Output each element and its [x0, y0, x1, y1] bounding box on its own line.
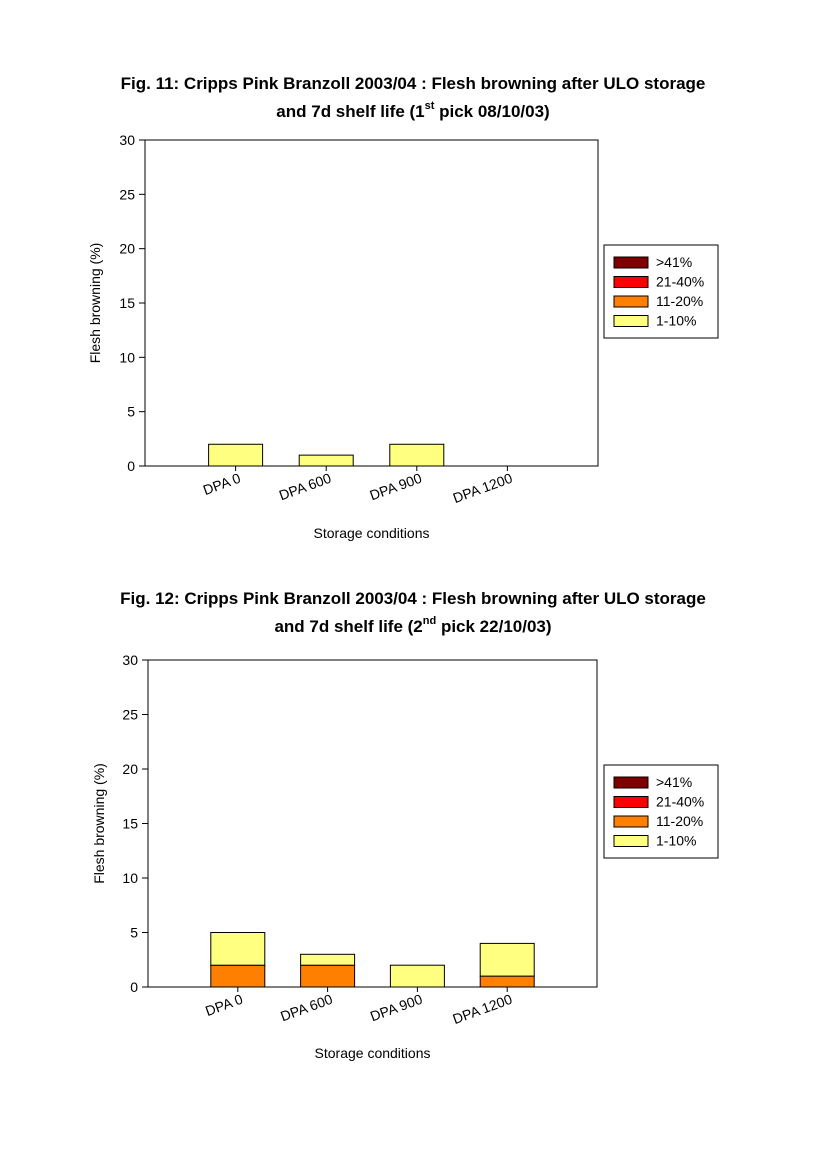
bar-segment: [389, 964, 445, 988]
y-tick-label: 10: [119, 349, 135, 365]
y-tick-label: 25: [119, 186, 135, 202]
legend-swatch: [613, 796, 649, 808]
legend-swatch: [613, 315, 649, 327]
y-tick-label: 5: [127, 404, 135, 420]
y-tick-label: 0: [127, 458, 135, 474]
y-tick-label: 30: [122, 652, 138, 668]
legend-label: >41%: [656, 254, 692, 270]
legend-swatch: [613, 276, 649, 288]
bar-segment: [210, 932, 266, 966]
plot-frame: [144, 139, 599, 467]
legend-label: 11-20%: [656, 293, 703, 309]
legend-label: 11-20%: [656, 813, 703, 829]
legend-label: 1-10%: [656, 313, 696, 329]
y-tick-label: 20: [122, 761, 138, 777]
x-tick-label: DPA 900: [368, 991, 425, 1025]
legend-label: 21-40%: [656, 274, 704, 290]
y-axis-label: Flesh browning (%): [87, 243, 103, 364]
bar-segment: [479, 942, 535, 977]
x-axis-label: Storage conditions: [314, 525, 430, 541]
x-tick-label: DPA 600: [277, 470, 334, 504]
y-tick-label: 25: [122, 707, 138, 723]
x-tick-label: DPA 900: [367, 470, 424, 504]
legend-swatch: [613, 835, 649, 847]
figure-11-chart: 0 5 10 15 20 25 30 Flesh browning (%) DPA 0 DPA 6…: [87, 132, 719, 541]
bar-segment: [389, 443, 445, 467]
x-axis-label: Storage conditions: [315, 1045, 431, 1061]
legend-swatch: [613, 815, 649, 828]
y-tick-label: 5: [130, 925, 138, 941]
legend-label: 1-10%: [656, 833, 696, 849]
y-axis-label: Flesh browning (%): [91, 763, 107, 884]
y-tick-label: 15: [119, 295, 135, 311]
legend-label: >41%: [656, 774, 692, 790]
bar-segment: [208, 443, 264, 467]
figure-12-title-line1: Fig. 12: Cripps Pink Branzoll 2003/04 : …: [120, 589, 706, 608]
legend-swatch: [613, 295, 649, 308]
figure-12-title-line2: and 7d shelf life (2nd pick 22/10/03): [274, 615, 552, 637]
y-tick-label: 0: [130, 979, 138, 995]
x-tick-label: DPA 1200: [451, 470, 515, 506]
bar-segment: [298, 454, 354, 467]
y-tick-label: 20: [119, 241, 135, 257]
legend-swatch: [613, 776, 649, 789]
bar-segment: [210, 964, 266, 988]
figure-11-title-line1: Fig. 11: Cripps Pink Branzoll 2003/04 : …: [120, 74, 706, 93]
figure-11-title-line2: and 7d shelf life (1st pick 08/10/03): [276, 100, 550, 122]
x-tick-label: DPA 600: [278, 991, 335, 1025]
bar-segment: [300, 953, 356, 966]
y-tick-label: 30: [119, 132, 135, 148]
figure-12-chart: 0 5 10 15 20 25 30 Flesh browning (%) DPA 0 DPA 6…: [91, 652, 719, 1061]
bar-segment: [300, 964, 356, 988]
y-tick-label: 10: [122, 870, 138, 886]
x-tick-label: DPA 0: [203, 991, 245, 1019]
legend-label: 21-40%: [656, 794, 704, 810]
figure-11-title: Fig. 11: Cripps Pink Branzoll 2003/04 : …: [0, 70, 826, 126]
x-tick-label: DPA 1200: [450, 991, 514, 1027]
x-tick-label: DPA 0: [201, 470, 243, 498]
legend-swatch: [613, 256, 649, 269]
bar-segment: [479, 975, 535, 988]
y-tick-label: 15: [122, 816, 138, 832]
figure-12-title: Fig. 12: Cripps Pink Branzoll 2003/04 : …: [0, 585, 826, 641]
